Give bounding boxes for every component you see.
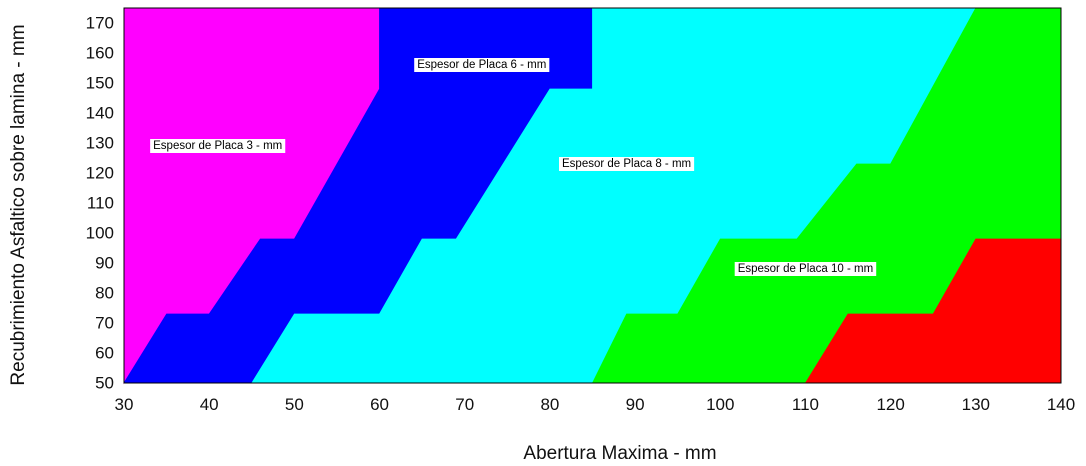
region-label-2: Espesor de Placa 6 - mm: [414, 58, 550, 72]
x-axis: 30 40 50 60 70 80 90 100 110 120 130 140: [115, 395, 1076, 414]
region-label-4: Espesor de Placa 10 - mm: [734, 262, 877, 276]
x-tick-label: 30: [115, 395, 134, 414]
x-tick-label: 60: [370, 395, 389, 414]
y-tick-label: 160: [86, 44, 114, 63]
y-tick-label: 90: [95, 254, 114, 273]
x-tick-label: 70: [455, 395, 474, 414]
x-tick-label: 90: [626, 395, 645, 414]
region-label-1: Espesor de Placa 3 - mm: [150, 139, 286, 153]
region-label-3: Espesor de Placa 8 - mm: [559, 157, 695, 171]
x-tick-label: 40: [200, 395, 219, 414]
plot-regions: [123, 7, 1062, 385]
x-tick-label: 140: [1047, 395, 1075, 414]
y-tick-label: 110: [87, 194, 114, 213]
x-tick-label: 80: [540, 395, 559, 414]
x-tick-label: 100: [706, 395, 734, 414]
x-tick-label: 110: [792, 395, 819, 414]
y-tick-label: 50: [95, 374, 114, 393]
x-tick-label: 130: [962, 395, 990, 414]
x-tick-label: 50: [285, 395, 304, 414]
y-tick-label: 70: [95, 314, 114, 333]
y-tick-label: 140: [86, 104, 114, 123]
y-tick-label: 150: [86, 74, 114, 93]
y-tick-label: 130: [86, 134, 114, 153]
y-tick-label: 80: [95, 284, 114, 303]
y-tick-label: 100: [86, 224, 114, 243]
region-label-text: Espesor de Placa 8 - mm: [562, 158, 691, 170]
y-axis: 50 60 70 80 90 100 110 120 130 140 150 160 170: [86, 14, 114, 393]
x-axis-label: Abertura Maxima - mm: [523, 443, 716, 464]
y-axis-label: Recubrimiento Asfaltico sobre lamina - m…: [8, 24, 29, 385]
plot-frame: [123, 7, 1062, 384]
y-tick-label: 120: [86, 164, 114, 183]
region-label-text: Espesor de Placa 10 - mm: [738, 263, 874, 275]
x-tick-label: 120: [876, 395, 904, 414]
region-labels: Espesor de Placa 3 - mm Espesor de Placa …: [150, 58, 877, 276]
y-tick-label: 170: [86, 14, 114, 33]
region-label-text: Espesor de Placa 3 - mm: [153, 140, 282, 152]
y-tick-label: 60: [95, 344, 114, 363]
region-label-text: Espesor de Placa 6 - mm: [417, 59, 546, 71]
